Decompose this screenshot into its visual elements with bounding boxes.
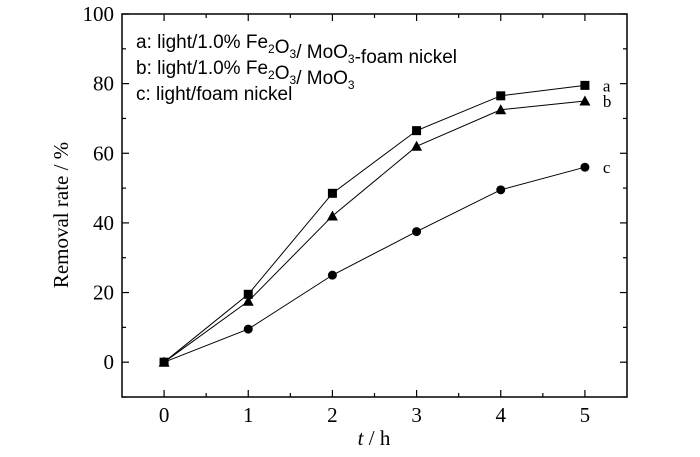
y-axis-title: Removal rate / %	[49, 142, 73, 288]
y-tick-label-40: 40	[93, 211, 114, 235]
data-point-a-1	[243, 289, 253, 299]
x-axis-variable: t	[358, 426, 365, 450]
series-a: a	[159, 76, 611, 367]
y-tick-label-0: 0	[104, 350, 115, 374]
data-point-c-5	[580, 162, 590, 172]
x-tick-label-0: 0	[159, 403, 170, 427]
legend: a: light/1.0% Fe2O3/ MoO3-foam nickelb: …	[136, 32, 457, 105]
x-tick-label-5: 5	[580, 403, 591, 427]
series-c: c	[159, 158, 611, 367]
series-end-label-a: a	[603, 76, 611, 95]
data-point-b-1	[242, 295, 254, 306]
data-point-c-3	[412, 227, 422, 237]
series-end-label-b: b	[603, 92, 612, 111]
data-point-a-2	[327, 188, 337, 198]
legend-entry-a: a: light/1.0% Fe2O3/ MoO3-foam nickel	[136, 32, 457, 68]
data-point-c-4	[496, 185, 506, 195]
data-point-b-3	[411, 140, 423, 151]
series-line-b	[163, 100, 585, 363]
x-axis-title: t / h	[358, 426, 391, 450]
x-tick-label-3: 3	[411, 403, 422, 427]
x-tick-label-1: 1	[243, 403, 254, 427]
series-b: b	[158, 92, 612, 367]
data-point-a-3	[412, 126, 422, 136]
series-line-a	[163, 84, 585, 363]
data-point-b-2	[326, 210, 338, 221]
series-line-c	[163, 166, 586, 363]
y-tick-label-20: 20	[93, 281, 114, 305]
data-point-c-1	[243, 324, 253, 334]
x-tick-label-2: 2	[327, 403, 338, 427]
data-point-a-4	[496, 91, 506, 101]
y-axis-ticks: 0 20 40 60 80 100	[83, 2, 627, 398]
series-end-label-c: c	[603, 158, 611, 177]
x-axis-ticks: 0 1 2 3 4 5	[159, 14, 590, 427]
data-point-c-0	[159, 357, 169, 367]
data-point-a-5	[580, 80, 590, 90]
legend-entry-b: b: light/1.0% Fe2O3/ MoO3	[136, 58, 355, 92]
data-point-c-2	[327, 270, 337, 280]
data-point-b-5	[579, 95, 591, 106]
y-tick-label-100: 100	[83, 2, 115, 26]
x-tick-label-4: 4	[496, 403, 507, 427]
y-tick-label-60: 60	[93, 141, 114, 165]
data-point-b-4	[495, 104, 507, 115]
legend-entry-c: c: light/foam nickel	[136, 84, 292, 105]
series-layer: ab c	[158, 76, 612, 367]
x-axis-unit: / h	[364, 426, 391, 450]
y-tick-label-80: 80	[93, 72, 114, 96]
